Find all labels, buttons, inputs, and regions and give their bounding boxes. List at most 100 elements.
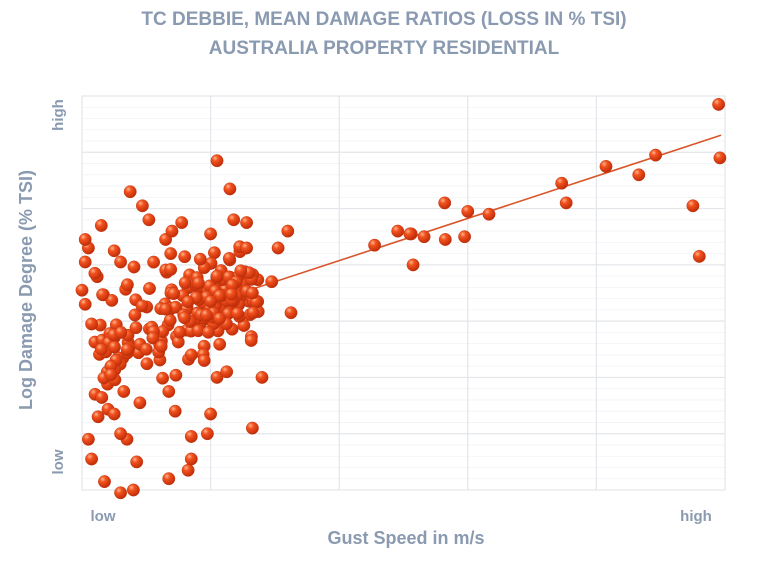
data-point xyxy=(184,452,198,466)
chart-subtitle: AUSTRALIA PROPERTY RESIDENTIAL xyxy=(208,38,560,59)
data-point xyxy=(227,213,241,227)
data-point xyxy=(175,216,189,230)
cluster-point xyxy=(154,339,168,353)
cluster-point xyxy=(147,255,161,269)
data-point xyxy=(692,249,706,263)
data-point xyxy=(184,430,198,443)
cluster-point xyxy=(159,302,173,316)
cluster-point xyxy=(108,340,121,354)
data-point xyxy=(130,455,144,469)
cluster-point xyxy=(213,312,226,325)
cluster-point xyxy=(146,331,160,345)
cluster-point xyxy=(127,260,141,274)
x-axis-label: Gust Speed in m/s xyxy=(327,528,484,548)
data-point xyxy=(403,227,417,241)
x-tick-high: high xyxy=(680,508,712,525)
data-point xyxy=(461,204,475,218)
data-point xyxy=(240,241,254,255)
data-point xyxy=(107,407,121,421)
data-point xyxy=(255,370,269,384)
data-point xyxy=(126,483,140,497)
data-point xyxy=(686,199,700,213)
cluster-point xyxy=(169,368,183,382)
data-point xyxy=(88,266,102,280)
data-point xyxy=(368,238,381,252)
cluster-point xyxy=(96,288,110,302)
data-point xyxy=(168,404,182,418)
cluster-point xyxy=(224,287,238,301)
data-point xyxy=(181,463,195,477)
data-point xyxy=(123,185,137,199)
chart-title: TC DEBBIE, MEAN DAMAGE RATIOS (LOSS IN %… xyxy=(141,9,627,30)
data-point xyxy=(271,241,285,255)
cluster-point xyxy=(164,263,178,276)
cluster-point xyxy=(244,334,258,347)
data-point xyxy=(245,421,259,435)
data-point xyxy=(632,168,646,182)
data-point xyxy=(162,472,176,486)
x-tick-low: low xyxy=(91,508,116,525)
cluster-point xyxy=(163,313,177,327)
data-point xyxy=(246,306,260,320)
data-point xyxy=(265,275,279,289)
cluster-point xyxy=(178,250,192,264)
data-point xyxy=(210,269,224,283)
data-point xyxy=(91,410,105,424)
data-point xyxy=(438,196,452,210)
y-tick-low: low xyxy=(50,449,67,474)
data-point xyxy=(438,233,452,246)
cluster-point xyxy=(222,251,236,265)
data-point xyxy=(649,148,662,162)
cluster-point xyxy=(178,276,192,290)
data-point xyxy=(197,354,211,367)
data-points xyxy=(75,98,727,500)
cluster-point xyxy=(167,287,181,300)
y-tick-high: high xyxy=(50,99,67,131)
cluster-point xyxy=(230,306,244,320)
data-point xyxy=(94,219,108,232)
cluster-point xyxy=(95,391,109,404)
cluster-point xyxy=(234,264,248,278)
data-point xyxy=(712,98,725,111)
data-point xyxy=(240,216,254,230)
data-point xyxy=(75,283,89,297)
data-point xyxy=(117,385,131,398)
cluster-point xyxy=(121,278,134,292)
cluster-point xyxy=(105,293,119,307)
y-axis-label: Log Damage Degree (% TSI) xyxy=(16,170,36,410)
cluster-point xyxy=(128,308,142,322)
data-point xyxy=(281,224,295,238)
data-point xyxy=(245,286,259,300)
data-point xyxy=(98,475,111,488)
data-point xyxy=(142,213,156,227)
data-point xyxy=(114,255,128,269)
data-point xyxy=(135,199,149,213)
data-point xyxy=(417,230,431,244)
data-point xyxy=(107,244,121,258)
data-point xyxy=(223,182,237,196)
data-point xyxy=(204,407,218,421)
data-point xyxy=(133,396,147,410)
cluster-point xyxy=(201,325,215,339)
data-point xyxy=(164,247,178,261)
cluster-point xyxy=(213,337,227,351)
data-point xyxy=(458,230,471,244)
data-point xyxy=(193,252,207,266)
data-point xyxy=(204,294,218,308)
data-point xyxy=(210,154,224,168)
cluster-point xyxy=(200,308,213,322)
cluster-point xyxy=(143,282,156,295)
data-point xyxy=(139,342,153,356)
data-point xyxy=(555,176,569,190)
data-point xyxy=(599,159,613,173)
data-point xyxy=(713,151,727,165)
data-point xyxy=(94,342,108,356)
data-point xyxy=(220,365,234,379)
cluster-point xyxy=(129,321,143,335)
cluster-point xyxy=(181,295,195,309)
data-point xyxy=(200,427,214,441)
data-point xyxy=(284,306,298,320)
data-point xyxy=(78,255,92,269)
trendline xyxy=(191,134,722,310)
cluster-point xyxy=(120,343,134,356)
